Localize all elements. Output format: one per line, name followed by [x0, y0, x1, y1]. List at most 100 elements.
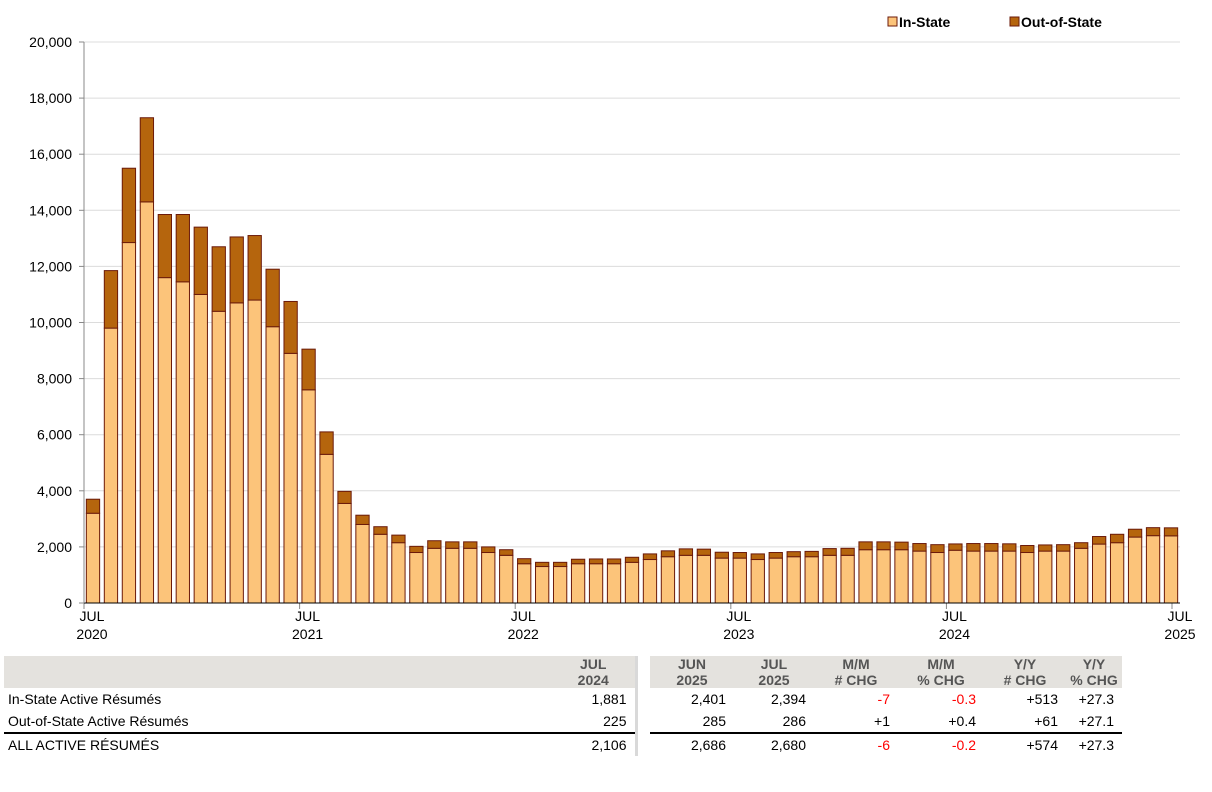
bar-in-state [229, 302, 244, 604]
bar-in-state [858, 549, 873, 604]
bar-in-state [840, 554, 855, 604]
bar-out-of-state [121, 167, 137, 244]
x-tick-label-month: JUL [511, 608, 536, 624]
header-mm-pct: M/M% CHG [898, 656, 984, 688]
bar-out-of-state [624, 556, 640, 563]
x-tick-label-month: JUL [295, 608, 320, 624]
bar-in-state [85, 512, 101, 604]
bar-out-of-state [984, 543, 999, 552]
bar-in-state [337, 502, 352, 604]
bar-out-of-state [1109, 533, 1125, 544]
bar-out-of-state [517, 558, 532, 565]
bar-out-of-state [499, 549, 514, 556]
bar-out-of-state [373, 526, 388, 535]
y-tick-label: 14,000 [29, 202, 72, 218]
x-axis-ticks: JUL 2020 JUL 2021 JUL 2022 JUL 2023 JUL 2024 JUL 20… [76, 603, 1196, 642]
header-jul-2024: JUL 2024 [552, 656, 636, 688]
bar-in-state [912, 550, 927, 604]
header-jun-2025: JUN 2025 [650, 656, 734, 688]
bar-in-state [463, 547, 478, 604]
bar-in-state [445, 547, 460, 604]
bar-out-of-state [229, 236, 244, 304]
bar-in-state [499, 554, 514, 604]
bar-in-state [1091, 543, 1107, 604]
cell-mm-pct: +0.4 [948, 713, 976, 729]
bar-out-of-state [463, 541, 478, 549]
cell-mm-pct: -0.2 [898, 732, 984, 756]
bar-out-of-state [1020, 544, 1035, 554]
cell-jul-2025: 286 [782, 713, 806, 729]
bar-out-of-state [840, 547, 855, 556]
bar-out-of-state [355, 514, 370, 525]
bar-in-state [265, 326, 280, 604]
bar-out-of-state [301, 348, 316, 391]
bar-in-state [391, 542, 406, 604]
cell-jul-2024: 2,106 [552, 732, 636, 756]
bar-in-state [642, 559, 658, 604]
cell-jul-2024: 225 [603, 713, 627, 729]
legend-label-out-of-state: Out-of-State [1021, 14, 1102, 30]
bar-out-of-state [588, 558, 604, 565]
table-row-in-state: In-State Active Résumés 1,881 2,401 2,39… [4, 688, 1122, 710]
summary-table: JUL 2024 JUN 2025 JUL 2025 M/M # CHG M/M% CH… [4, 656, 1122, 756]
bar-in-state [1127, 536, 1143, 604]
stacked-bar-chart: 0 2,000 4,000 6,000 8,000 10,000 12,000 14,000 1… [29, 14, 1196, 642]
cell-jun-2025: 2,401 [690, 691, 726, 707]
bar-out-of-state [265, 268, 280, 328]
bar-out-of-state [175, 214, 190, 283]
x-tick-label-year: 2022 [508, 626, 539, 642]
y-tick-label: 16,000 [29, 146, 72, 162]
row-label: ALL ACTIVE RÉSUMÉS [4, 732, 552, 756]
table-row-out-of-state: Out-of-State Active Résumés 225 285 286 … [4, 710, 1122, 733]
cell-yy-num: +574 [984, 732, 1066, 756]
bar-in-state [570, 563, 586, 604]
bar-out-of-state [858, 541, 873, 551]
bar-out-of-state [85, 498, 101, 514]
bar-out-of-state [930, 544, 945, 554]
bar-out-of-state [193, 226, 208, 295]
bar-out-of-state [1002, 543, 1017, 552]
cell-mm-num: -6 [814, 732, 898, 756]
bar-in-state [1056, 550, 1071, 604]
bar-in-state [660, 556, 676, 604]
cell-mm-pct: -0.3 [951, 691, 976, 707]
bar-in-state [606, 563, 622, 604]
bar-in-state [427, 547, 442, 604]
cell-gap [634, 710, 650, 733]
table-row-total: ALL ACTIVE RÉSUMÉS 2,106 2,686 2,680 -6 … [4, 732, 1122, 756]
bar-in-state [1145, 535, 1161, 604]
bar-out-of-state [409, 545, 424, 554]
bar-in-state [535, 566, 550, 604]
bar-out-of-state [732, 552, 747, 559]
bar-in-state [1038, 550, 1053, 604]
bar-out-of-state [1074, 542, 1089, 549]
bar-in-state [193, 293, 208, 604]
bar-in-state [822, 554, 837, 604]
y-tick-label: 4,000 [37, 483, 72, 499]
bar-in-state [588, 563, 604, 604]
cell-jun-2025: 2,686 [650, 732, 734, 756]
x-tick-label-year: 2021 [292, 626, 323, 642]
bar-out-of-state [535, 561, 550, 568]
legend: In-State Out-of-State [887, 14, 1102, 30]
header-jul-2025: JUL 2025 [734, 656, 814, 688]
bar-out-of-state [804, 550, 819, 558]
bar-in-state [804, 556, 819, 604]
bar-in-state [319, 453, 334, 604]
cell-yy-num: +61 [1034, 713, 1058, 729]
bar-out-of-state [966, 543, 981, 552]
y-tick-label: 6,000 [37, 427, 72, 443]
bar-in-state [768, 557, 783, 604]
cell-mm-num: +1 [874, 713, 890, 729]
header-gap [634, 656, 650, 688]
x-tick-label-month: JUL [942, 608, 967, 624]
bar-out-of-state [552, 561, 568, 568]
bar-in-state [696, 554, 712, 604]
bar-in-state [211, 310, 226, 604]
bar-in-state [283, 352, 298, 604]
bar-out-of-state [714, 551, 729, 559]
header-yy-pct: Y/Y% CHG [1066, 656, 1122, 688]
bar-in-state [517, 563, 532, 604]
bar-out-of-state [822, 548, 837, 556]
bars [85, 117, 1179, 604]
